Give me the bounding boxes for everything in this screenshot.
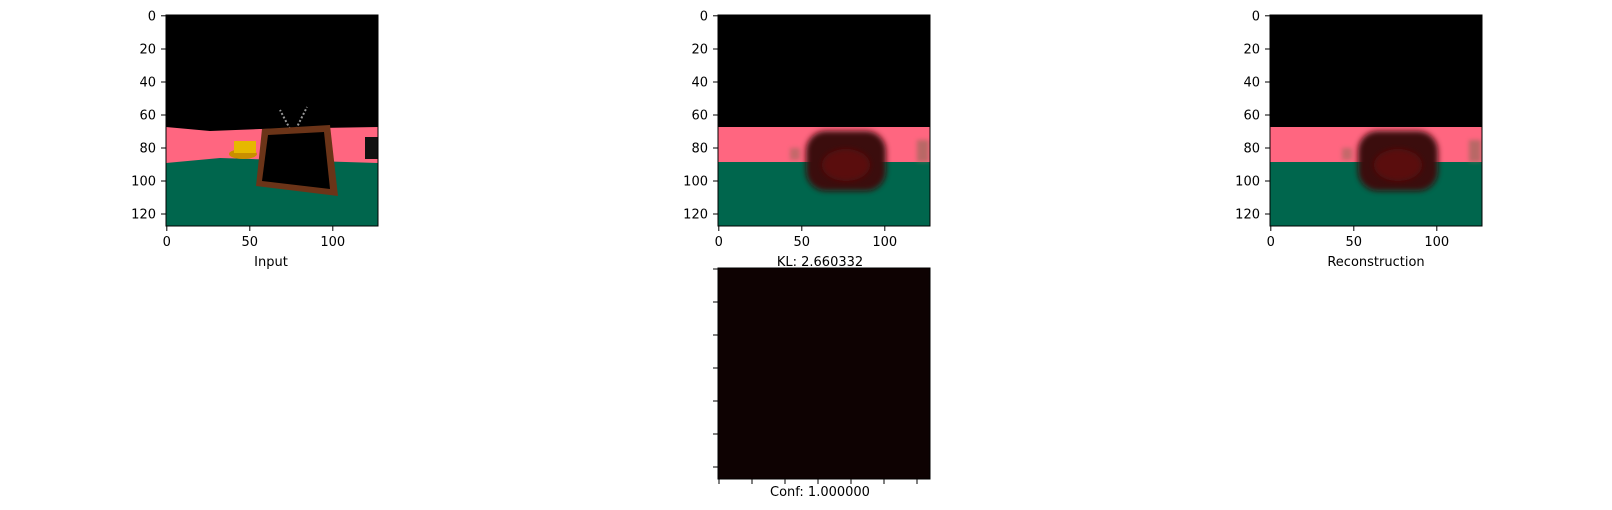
kl-x-tick-label: 100 <box>872 235 897 250</box>
reconstruction-y-tick-label: 0 <box>1252 10 1260 25</box>
reconstruction-x-tick-label: 0 <box>1267 235 1275 250</box>
reconstruction-left-smudge <box>1342 148 1352 160</box>
kl-y-ticks <box>713 15 718 215</box>
input-caption: Input <box>254 255 288 270</box>
input-y-tick-label: 80 <box>139 142 156 157</box>
kl-y-tick-label: 20 <box>691 43 708 58</box>
input-panel: 0 50 100 0 20 40 60 80 100 120 Input <box>131 10 379 270</box>
reconstruction-axes-frame <box>1269 14 1483 227</box>
input-y-tick-label: 0 <box>148 10 156 25</box>
confidence-y-ticks <box>713 268 718 468</box>
kl-x-tick-label: 0 <box>715 235 723 250</box>
input-x-ticks <box>166 226 334 231</box>
kl-image <box>718 15 930 226</box>
reconstruction-y-tick-label: 20 <box>1243 43 1260 58</box>
kl-caption: KL: 2.660332 <box>777 255 863 270</box>
reconstruction-y-tick-label: 80 <box>1243 142 1260 157</box>
kl-left-smudge <box>790 148 800 160</box>
input-x-tick-label: 0 <box>163 235 171 250</box>
reconstruction-panel: 0 50 100 0 20 40 60 80 100 120 Reconstru… <box>1235 10 1483 270</box>
reconstruction-x-ticks <box>1270 226 1438 231</box>
confidence-axes-frame <box>717 267 931 480</box>
input-axes-frame <box>165 14 379 227</box>
reconstruction-y-tick-label: 120 <box>1235 208 1260 223</box>
input-tv-screen <box>262 132 330 189</box>
input-tv-antenna-right <box>295 106 308 130</box>
confidence-image <box>718 268 930 479</box>
kl-y-tick-label: 40 <box>691 76 708 91</box>
input-tv-antenna-left <box>279 109 291 130</box>
input-image <box>166 15 378 226</box>
kl-axes-frame <box>717 14 931 227</box>
input-yellow-object-top <box>234 141 256 153</box>
input-y-tick-label: 20 <box>139 43 156 58</box>
kl-y-tick-label: 0 <box>700 10 708 25</box>
reconstruction-right-smudge <box>1469 140 1481 162</box>
reconstruction-y-tick-label: 40 <box>1243 76 1260 91</box>
kl-panel: 0 50 100 0 20 40 60 80 100 120 <box>683 10 931 250</box>
reconstruction-caption: Reconstruction <box>1327 255 1424 270</box>
input-x-tick-label: 50 <box>242 235 259 250</box>
input-y-tick-label: 40 <box>139 76 156 91</box>
reconstruction-y-tick-label: 60 <box>1243 109 1260 124</box>
input-y-tick-label: 100 <box>131 175 156 190</box>
reconstruction-image <box>1270 15 1482 226</box>
kl-y-tick-label: 100 <box>683 175 708 190</box>
kl-x-tick-label: 50 <box>794 235 811 250</box>
kl-y-tick-label: 60 <box>691 109 708 124</box>
reconstruction-y-tick-label: 100 <box>1235 175 1260 190</box>
confidence-x-ticks <box>718 479 918 484</box>
confidence-caption: Conf: 1.000000 <box>770 485 870 500</box>
input-y-tick-label: 60 <box>139 109 156 124</box>
reconstruction-x-tick-label: 50 <box>1346 235 1363 250</box>
reconstruction-blob-core <box>1374 149 1422 181</box>
reconstruction-y-ticks <box>1265 15 1270 215</box>
kl-right-smudge <box>917 140 929 162</box>
confidence-panel: Conf: 1.000000 <box>713 267 931 500</box>
kl-y-tick-label: 80 <box>691 142 708 157</box>
kl-x-ticks <box>718 226 886 231</box>
reconstruction-x-tick-label: 100 <box>1424 235 1449 250</box>
input-right-object <box>365 137 378 159</box>
kl-blob-core <box>822 149 870 181</box>
input-y-tick-label: 120 <box>131 208 156 223</box>
input-x-tick-label: 100 <box>320 235 345 250</box>
input-y-ticks <box>161 15 166 215</box>
kl-y-tick-label: 120 <box>683 208 708 223</box>
